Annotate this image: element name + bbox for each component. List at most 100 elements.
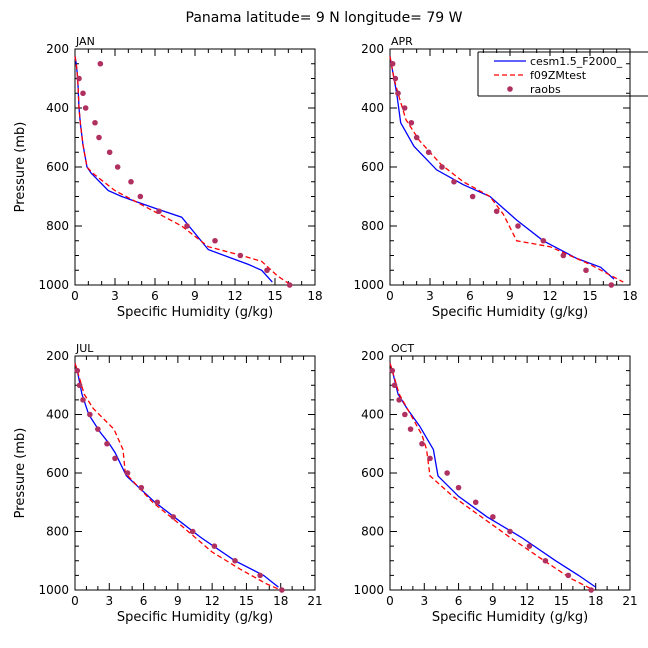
raobs-point [80, 90, 86, 97]
raobs-point [419, 440, 425, 447]
x-tick-label: 21 [307, 594, 322, 608]
x-tick-label: 3 [420, 594, 428, 608]
x-tick-label: 18 [273, 594, 288, 608]
raobs-point [408, 119, 415, 126]
x-tick-label: 15 [267, 289, 282, 303]
raobs-point [279, 587, 285, 593]
legend-label: cesm1.5_F2000_ [530, 55, 623, 68]
plot-frame [389, 355, 631, 591]
raobs-point [124, 470, 131, 476]
raobs-point [156, 208, 162, 215]
plot-frame [74, 355, 316, 591]
x-tick-label: 3 [111, 289, 119, 303]
raobs-point [76, 75, 82, 82]
x-tick-label: 6 [455, 594, 463, 608]
x-tick-label: 12 [205, 594, 220, 608]
raobs-point [211, 543, 218, 549]
x-axis-label: Specific Humidity (g/kg) [117, 610, 273, 625]
raobs-point [542, 557, 549, 564]
raobs-point [232, 557, 238, 564]
raobs-point [407, 426, 414, 432]
raobs-point [493, 208, 500, 215]
raobs-point [401, 105, 408, 111]
x-axis-label: Specific Humidity (g/kg) [432, 610, 588, 625]
raobs-point [96, 134, 102, 141]
raobs-point [540, 237, 547, 244]
raobs-point [413, 134, 420, 141]
y-tick-label: 1000 [353, 278, 384, 292]
x-tick-label: 9 [506, 289, 514, 303]
y-axis-label: Pressure (mb) [13, 428, 28, 519]
raobs-point [189, 528, 196, 535]
panel-apr: APR 0 3 6 9 12 15 18 200 400 600 800 1000 Specific Hu… [353, 35, 637, 320]
panel-label: APR [391, 35, 413, 48]
x-tick-label: 9 [489, 594, 497, 608]
y-tick-label: 200 [361, 42, 384, 56]
x-tick-label: 18 [307, 289, 322, 303]
raobs-point [402, 411, 408, 418]
series-line-f09zmtest [389, 363, 594, 591]
raobs-point [439, 164, 445, 170]
x-tick-label: 9 [191, 289, 199, 303]
raobs-point [170, 514, 177, 520]
panel-label: OCT [391, 342, 414, 355]
raobs-point [257, 572, 263, 579]
raobs-point [425, 149, 432, 156]
y-tick-label: 600 [46, 160, 69, 174]
x-tick-label: 0 [386, 594, 394, 608]
series-line-cesm1-5-f2000 [74, 363, 279, 588]
raobs-point [80, 397, 86, 403]
x-tick-label: 6 [466, 289, 474, 303]
x-tick-label: 12 [542, 289, 557, 303]
y-tick-label: 200 [361, 349, 384, 363]
raobs-point [455, 484, 462, 491]
x-tick-label: 21 [622, 594, 637, 608]
raobs-point [138, 484, 145, 491]
legend-label: f09ZMtest [530, 69, 587, 82]
x-axis-label: Specific Humidity (g/kg) [117, 305, 273, 320]
x-tick-label: 9 [174, 594, 182, 608]
raobs-point [212, 237, 218, 244]
raobs-point [396, 397, 402, 403]
raobs-point [95, 426, 101, 432]
x-tick-label: 3 [105, 594, 113, 608]
y-tick-label: 400 [46, 408, 69, 422]
raobs-point [583, 267, 589, 274]
raobs-point [608, 282, 615, 288]
y-tick-label: 400 [361, 101, 384, 115]
raobs-point [565, 572, 572, 579]
y-tick-label: 800 [361, 219, 384, 233]
series-line-f09zmtest [74, 363, 281, 591]
raobs-point [469, 193, 476, 200]
raobs-point [154, 499, 161, 506]
raobs-point [76, 382, 83, 389]
y-tick-label: 600 [361, 160, 384, 174]
series-line-cesm1-5-f2000 [389, 56, 615, 280]
raobs-point [395, 90, 401, 97]
raobs-point [106, 149, 113, 156]
raobs-point [392, 75, 399, 82]
x-axis-label: Specific Humidity (g/kg) [432, 305, 588, 320]
raobs-point [588, 587, 594, 593]
x-tick-label: 15 [239, 594, 254, 608]
raobs-point [114, 164, 121, 170]
raobs-point [74, 367, 81, 374]
raobs-point [391, 382, 398, 389]
series-line-f09zmtest [74, 56, 292, 286]
panel-label: JAN [75, 35, 95, 48]
x-tick-label: 15 [554, 594, 569, 608]
y-tick-label: 1000 [353, 583, 384, 597]
y-tick-label: 800 [46, 525, 69, 539]
raobs-point [184, 223, 190, 229]
raobs-point [82, 105, 89, 111]
raobs-point [237, 252, 244, 259]
raobs-point [264, 267, 270, 274]
panel-jan: JAN 0 3 6 9 12 15 18 200 400 600 800 1000 Specific Hu… [13, 35, 323, 320]
raobs-point [444, 470, 450, 476]
x-tick-label: 12 [227, 289, 242, 303]
y-tick-label: 200 [46, 42, 69, 56]
y-tick-label: 1000 [38, 278, 69, 292]
panel-oct: OCT 0 3 6 9 12 15 18 21 200 400 600 800 1000 Specific … [353, 342, 637, 625]
y-tick-label: 200 [46, 349, 69, 363]
y-tick-label: 600 [361, 466, 384, 480]
